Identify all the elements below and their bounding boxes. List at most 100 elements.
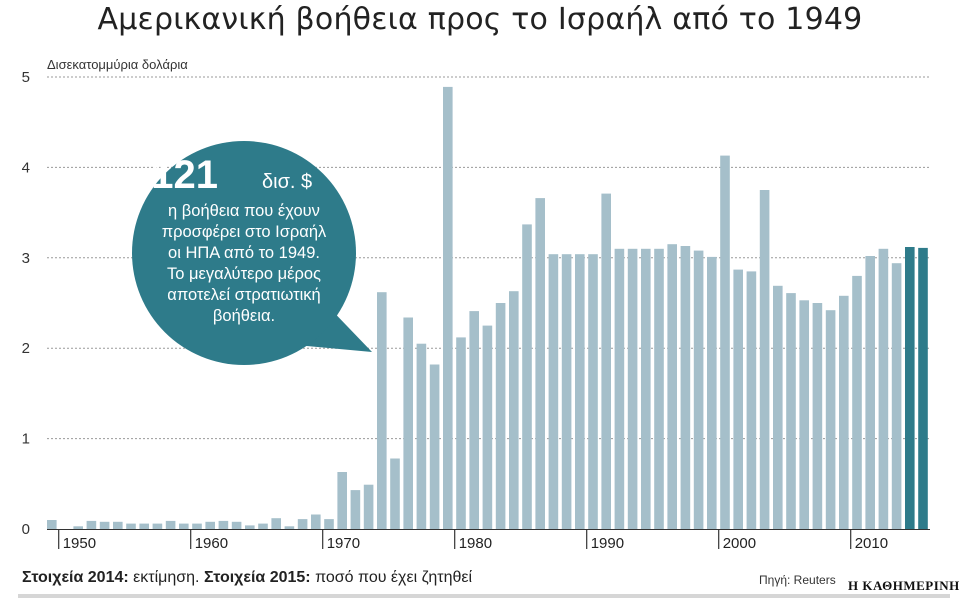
x-tick-label-2000: 2000 xyxy=(723,535,756,552)
x-tick-label-2010: 2010 xyxy=(855,535,888,552)
bar-1998 xyxy=(693,250,704,529)
publisher-logo: Η ΚΑΘΗΜΕΡΙΝΗ xyxy=(848,578,960,593)
bar-2011 xyxy=(865,256,875,529)
bar-2008 xyxy=(825,310,836,529)
footnote: Στοιχεία 2014: εκτίμηση. Στοιχεία 2015: … xyxy=(22,569,472,587)
bar-1972 xyxy=(350,490,361,529)
x-tick-label-1960: 1960 xyxy=(195,535,228,552)
bar-2003 xyxy=(759,190,770,529)
bar-1952 xyxy=(86,520,97,529)
x-tick-label-1950: 1950 xyxy=(63,535,96,552)
bar-1987 xyxy=(548,254,559,529)
callout-line: προσφέρει στο Ισραήλ xyxy=(162,223,327,241)
bar-2000 xyxy=(720,155,730,529)
x-tick-label-1970: 1970 xyxy=(327,535,360,552)
bar-1951 xyxy=(73,526,83,529)
bar-1953 xyxy=(99,521,110,529)
callout-big-number: 121 xyxy=(151,153,218,197)
callout-unit: δισ. $ xyxy=(262,171,312,193)
bar-2010 xyxy=(852,275,862,529)
x-axis: 1950 1960 1970 1980 1990 2000 2010 xyxy=(47,529,930,552)
bar-1991 xyxy=(601,193,611,529)
bar-1974 xyxy=(377,292,387,529)
bar-1971 xyxy=(337,472,347,529)
bar-2015 xyxy=(918,247,928,529)
callout-text: η βοήθεια που έχουν προσφέρει στο Ισραήλ ο… xyxy=(162,202,327,325)
callout-line: οι ΗΠΑ από το 1949. xyxy=(168,244,320,262)
callout-line: βοήθεια. xyxy=(213,307,275,325)
callout-line: Το μεγαλύτερο μέρος xyxy=(167,265,321,283)
callout-line: αποτελεί στρατιωτική xyxy=(167,286,320,304)
bar-2012 xyxy=(878,248,889,530)
y-tick-label-4: 4 xyxy=(22,159,30,176)
bar-1970 xyxy=(324,519,334,529)
chart-title: Αμερικανική βοήθεια προς το Ισραήλ από τ… xyxy=(97,2,863,37)
bar-1957 xyxy=(152,523,163,529)
y-tick-label-3: 3 xyxy=(22,250,30,267)
bar-1999 xyxy=(707,256,717,529)
bar-1963 xyxy=(231,521,242,529)
y-tick-label-5: 5 xyxy=(22,69,30,86)
y-axis: 0 1 2 3 4 5 xyxy=(22,69,30,538)
bar-2007 xyxy=(812,303,823,529)
bar-1961 xyxy=(205,521,215,529)
bar-1995 xyxy=(654,248,664,530)
bar-1985 xyxy=(522,224,532,529)
bar-1996 xyxy=(667,244,677,529)
source-note: Πηγή: Reuters xyxy=(759,573,836,587)
bars xyxy=(47,86,928,530)
bar-1965 xyxy=(258,523,268,529)
bar-1968 xyxy=(297,519,308,529)
bar-1992 xyxy=(614,248,625,530)
bar-1982 xyxy=(482,325,493,529)
bar-1964 xyxy=(245,525,255,529)
bar-1977 xyxy=(416,343,427,529)
bar-1997 xyxy=(680,246,691,529)
bar-1973 xyxy=(363,484,374,529)
bar-1975 xyxy=(390,458,400,529)
bar-1962 xyxy=(218,520,229,529)
footnote-text-2015: ποσό που έχει ζητηθεί xyxy=(310,569,473,586)
y-tick-label-2: 2 xyxy=(22,340,30,357)
bar-1960 xyxy=(192,523,202,529)
bar-1955 xyxy=(126,523,136,529)
bar-1986 xyxy=(535,198,545,529)
footnote-label-2015: Στοιχεία 2015: xyxy=(203,569,311,586)
bar-1990 xyxy=(588,254,598,529)
x-tick-label-1990: 1990 xyxy=(591,535,624,552)
bar-2006 xyxy=(799,300,809,529)
bar-1980 xyxy=(456,337,466,529)
bottom-rule xyxy=(18,594,950,598)
bar-2013 xyxy=(891,263,902,529)
bar-2004 xyxy=(773,285,783,529)
bar-1993 xyxy=(627,248,638,530)
bar-1956 xyxy=(139,523,149,529)
bar-2001 xyxy=(733,269,743,529)
bar-2009 xyxy=(839,295,849,529)
bar-1954 xyxy=(113,521,123,529)
y-axis-label: Δισεκατομμύρια δολάρια xyxy=(47,57,188,72)
bar-1949 xyxy=(47,520,57,529)
bar-1979 xyxy=(443,86,453,530)
bar-1966 xyxy=(271,518,281,529)
callout-line: η βοήθεια που έχουν xyxy=(168,202,320,220)
callout-circle xyxy=(132,141,356,365)
footnote-label-2014: Στοιχεία 2014: xyxy=(22,569,129,586)
bar-1958 xyxy=(165,520,176,529)
bar-1967 xyxy=(284,526,295,529)
bar-1969 xyxy=(311,514,321,529)
bar-1976 xyxy=(403,317,413,529)
callout-bubble: 121 δισ. $ η βοήθεια που έχουν προσφέρει … xyxy=(132,141,372,365)
bar-1988 xyxy=(561,254,572,529)
bar-2002 xyxy=(746,271,757,529)
y-tick-label-0: 0 xyxy=(22,521,30,538)
bar-1978 xyxy=(429,364,440,529)
footnote-text-2014: εκτίμηση. xyxy=(128,569,204,586)
bar-1981 xyxy=(469,311,479,529)
bar-1994 xyxy=(641,248,651,530)
bar-1984 xyxy=(509,291,519,529)
x-tick-label-1980: 1980 xyxy=(459,535,492,552)
bar-2014 xyxy=(905,247,915,529)
bar-2005 xyxy=(786,293,796,529)
